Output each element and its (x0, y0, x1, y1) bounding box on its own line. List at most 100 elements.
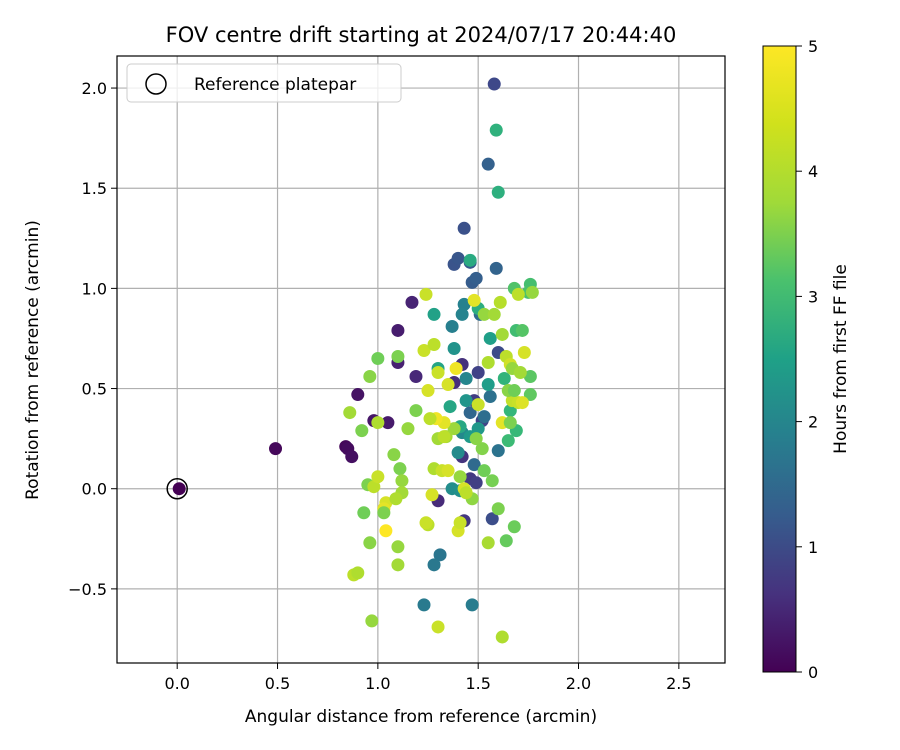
data-point (345, 450, 359, 464)
data-point (497, 372, 511, 386)
data-point (481, 378, 495, 392)
data-point (419, 287, 433, 301)
colorbar-tick-label: 5 (808, 37, 818, 56)
data-point (493, 295, 507, 309)
data-point (355, 424, 369, 438)
data-point (431, 366, 445, 380)
data-point (483, 331, 497, 345)
data-point (351, 566, 365, 580)
data-point (459, 394, 473, 408)
chart-title: FOV centre drift starting at 2024/07/17 … (166, 23, 677, 47)
y-tick-label: 0.0 (82, 480, 107, 499)
data-point (517, 345, 531, 359)
data-point (381, 416, 395, 430)
data-point (367, 480, 381, 494)
data-point (465, 598, 479, 612)
data-point (451, 446, 465, 460)
data-point (471, 422, 485, 436)
data-point (417, 598, 431, 612)
data-point (443, 400, 457, 414)
data-point (477, 410, 491, 424)
x-axis: 0.0 0.5 1.0 1.5 2.0 2.5 (164, 663, 692, 693)
data-point (421, 384, 435, 398)
plot-frame (116, 55, 726, 664)
data-point (363, 536, 377, 550)
data-point (427, 337, 441, 351)
data-point (455, 307, 469, 321)
legend-entry-reference: Reference platepar (194, 75, 356, 95)
data-point (487, 77, 501, 91)
data-point (433, 548, 447, 562)
data-point (451, 251, 465, 265)
data-point (491, 185, 505, 199)
data-point (525, 285, 539, 299)
data-point (485, 474, 499, 488)
data-point (499, 534, 513, 548)
x-tick-label: 1.0 (365, 674, 390, 693)
y-tick-label: 1.0 (82, 279, 107, 298)
y-axis: −0.5 0.0 0.5 1.0 1.5 2.0 (68, 79, 117, 599)
data-point (401, 422, 415, 436)
data-point (459, 372, 473, 386)
data-point (481, 356, 495, 370)
data-point (495, 327, 509, 341)
y-tick-label: 0.5 (82, 380, 107, 399)
x-tick-label: 2.0 (566, 674, 591, 693)
data-point (463, 253, 477, 267)
data-point (445, 319, 459, 333)
data-point (513, 366, 527, 380)
data-point (471, 366, 485, 380)
data-point (487, 307, 501, 321)
data-point (471, 398, 485, 412)
colorbar-ticks: 0 1 2 3 4 5 (796, 37, 818, 682)
data-point (427, 307, 441, 321)
data-point (481, 536, 495, 550)
y-axis-label: Rotation from reference (arcmin) (23, 220, 43, 500)
data-point (391, 349, 405, 363)
data-point (447, 422, 461, 436)
data-point (457, 221, 471, 235)
data-point (507, 520, 521, 534)
data-point (485, 512, 499, 526)
x-tick-label: 2.5 (666, 674, 691, 693)
data-point (523, 388, 537, 402)
data-point (379, 524, 393, 538)
data-point (481, 157, 495, 171)
colorbar-tick-label: 2 (808, 413, 818, 432)
data-point (475, 442, 489, 456)
data-point (419, 516, 433, 530)
data-point (269, 442, 283, 456)
x-tick-label: 0.0 (164, 674, 189, 693)
y-tick-label: −0.5 (68, 580, 107, 599)
colorbar-tick-label: 0 (808, 663, 818, 682)
data-point (441, 464, 455, 478)
data-point (477, 307, 491, 321)
data-point (377, 506, 391, 520)
data-point (489, 123, 503, 137)
reference-point-marker (166, 477, 188, 500)
data-point (449, 362, 463, 376)
data-point (431, 620, 445, 634)
y-tick-label: 2.0 (82, 79, 107, 98)
colorbar: 0 1 2 3 4 5 Hours from first FF file (762, 37, 851, 682)
x-axis-label: Angular distance from reference (arcmin) (245, 707, 597, 727)
data-point (469, 476, 483, 490)
grid (117, 56, 725, 663)
data-point (515, 396, 529, 410)
legend-box (126, 63, 402, 103)
data-point (365, 614, 379, 628)
data-point (371, 416, 385, 430)
data-point (425, 488, 439, 502)
data-point (395, 474, 409, 488)
data-point (515, 323, 529, 337)
colorbar-tick-label: 4 (808, 162, 818, 181)
data-point (389, 492, 403, 506)
data-point (453, 470, 467, 484)
data-point (507, 384, 521, 398)
x-tick-label: 1.5 (465, 674, 490, 693)
data-point (523, 370, 537, 384)
data-point (457, 297, 471, 311)
legend: Reference platepar (126, 63, 402, 103)
data-point (495, 630, 509, 644)
